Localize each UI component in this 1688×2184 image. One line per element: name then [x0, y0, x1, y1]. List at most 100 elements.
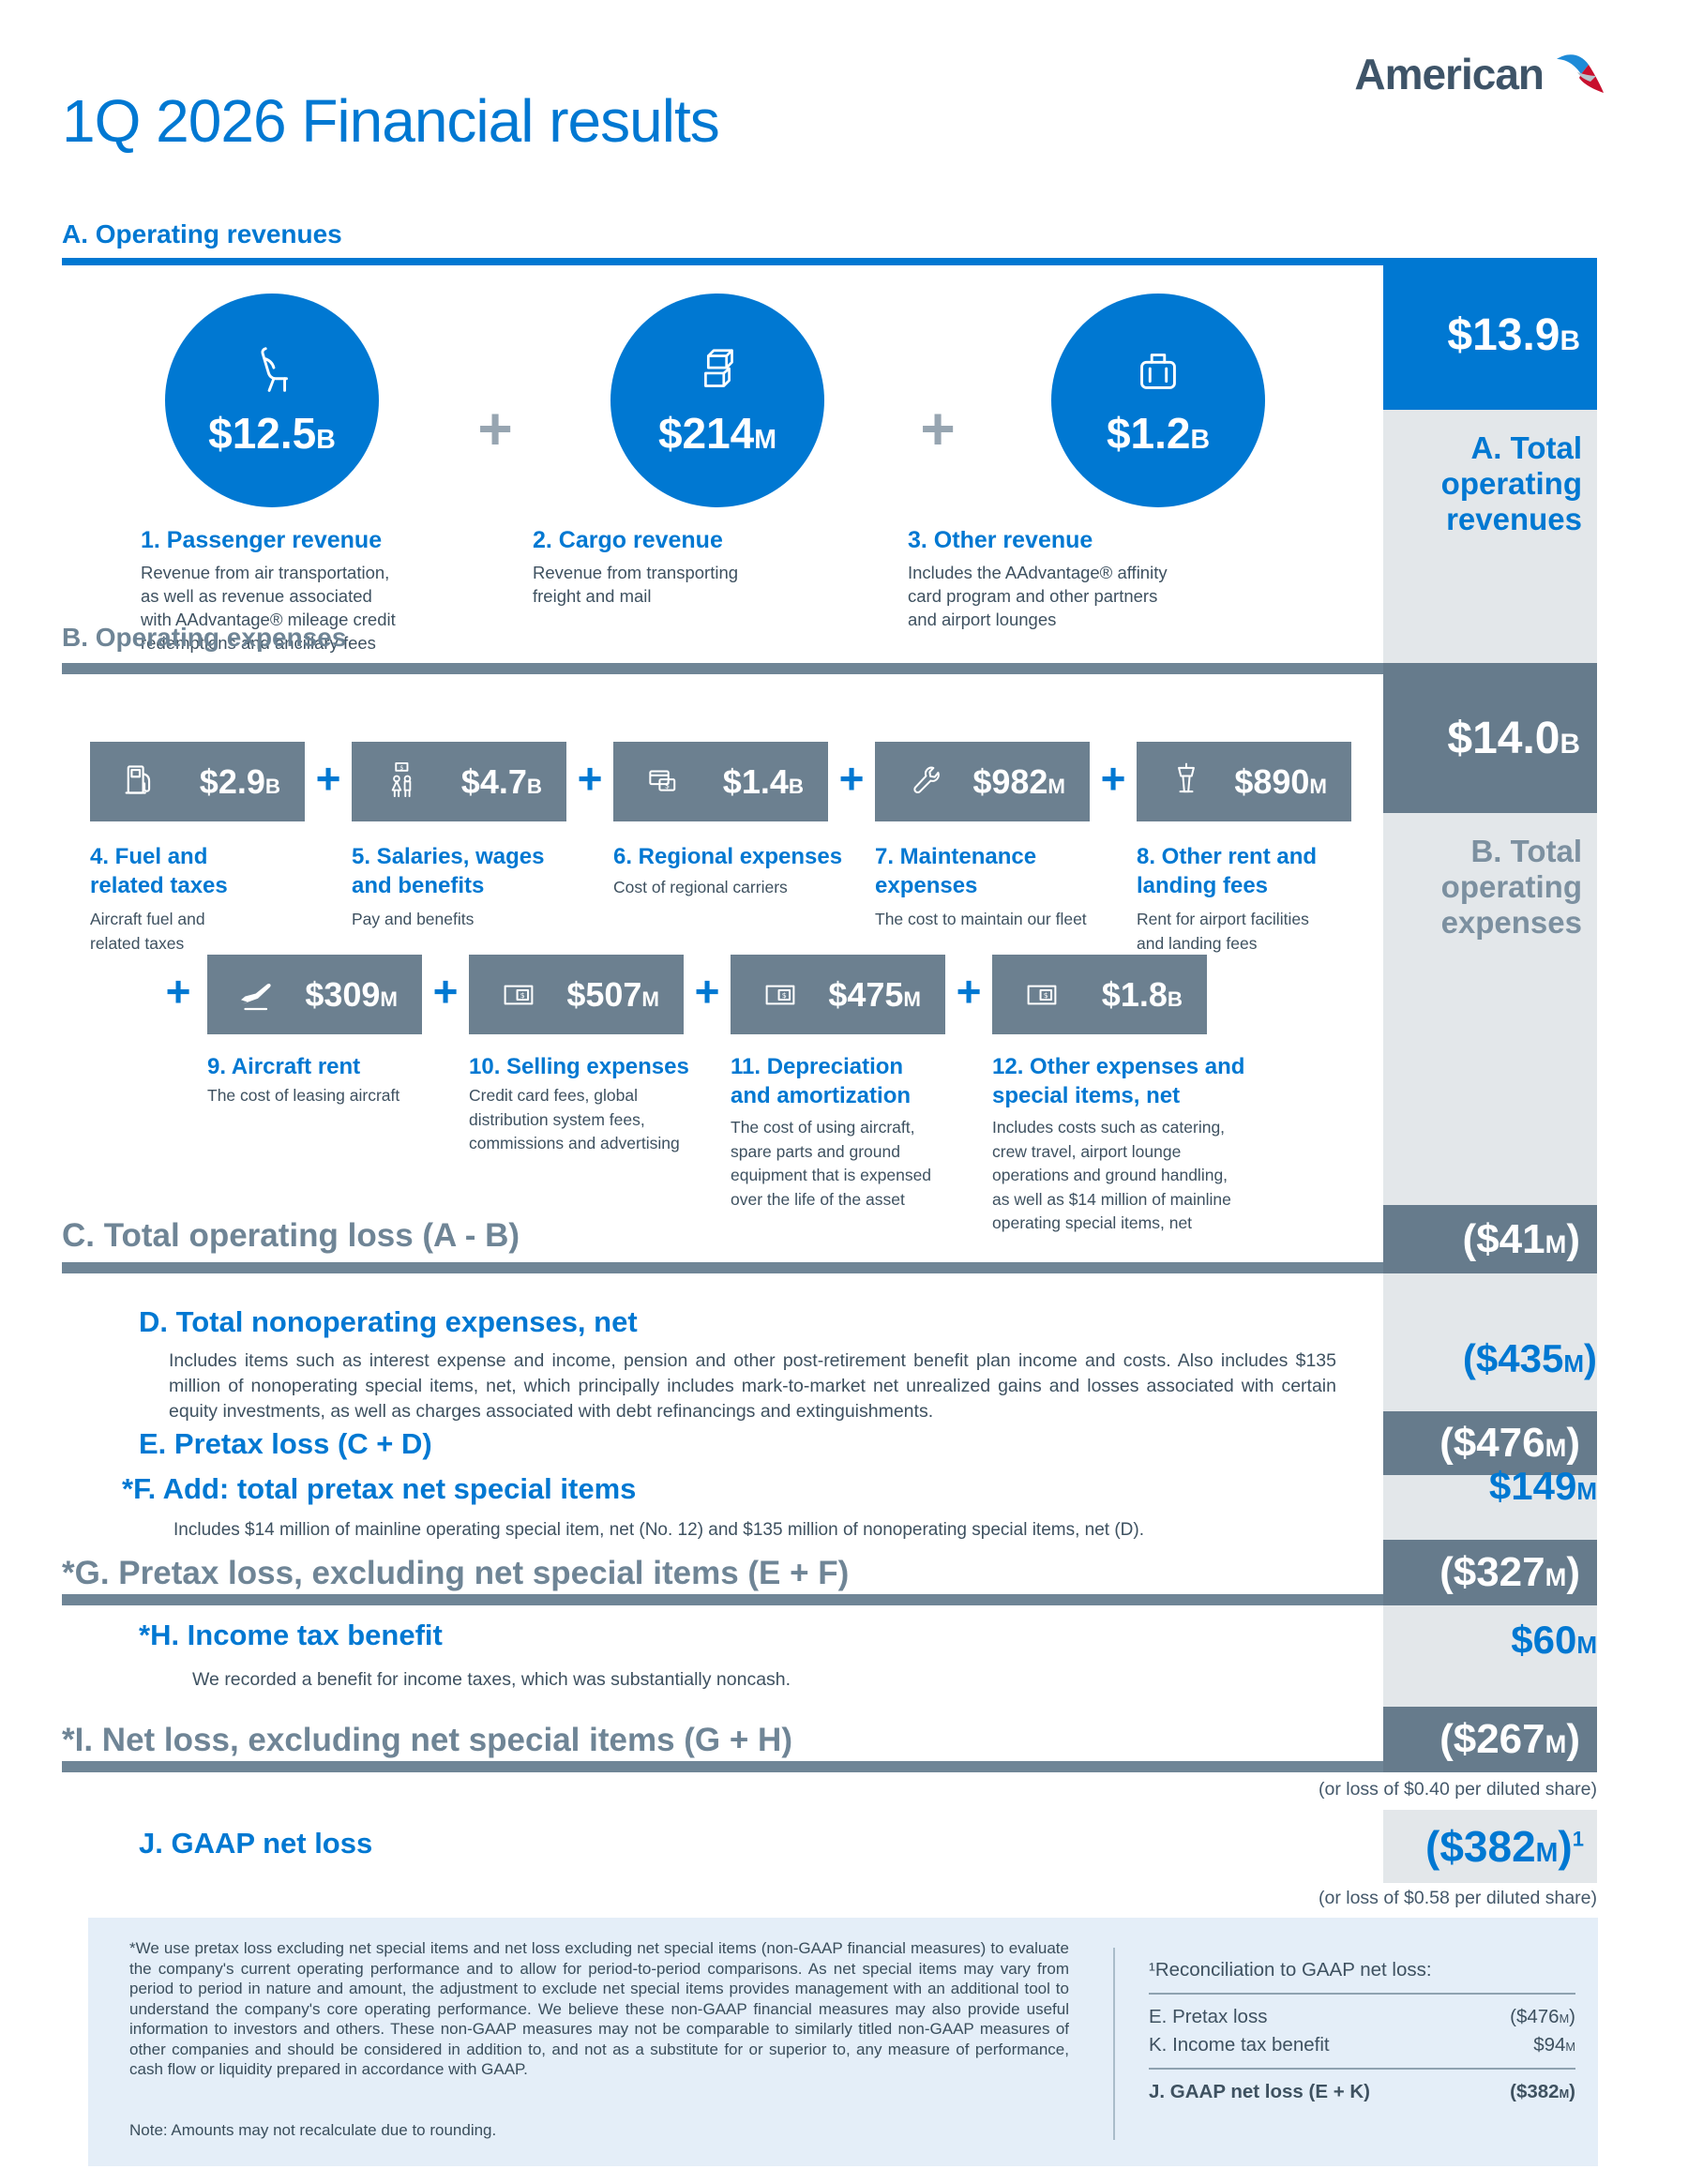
- total-expenses-value-box: $14.0B: [1383, 663, 1597, 813]
- dollar-bill-icon: $: [497, 973, 540, 1017]
- gray-strip-d: [1383, 1273, 1597, 1411]
- value-e: ($476M): [1439, 1420, 1580, 1466]
- plus-sign: +: [432, 967, 459, 1016]
- per-share-note-j: (or loss of $0.58 per diluted share): [1319, 1888, 1597, 1908]
- aircraft-rent-desc: The cost of leasing aircraft: [207, 1086, 400, 1105]
- rent-landing-expense-value: $890M: [1234, 761, 1327, 801]
- fuel-expense-value: $2.9B: [199, 761, 280, 801]
- svg-text:$: $: [520, 991, 525, 1000]
- reconciliation-rule-top: [1149, 1993, 1575, 1995]
- other-expenses-label: 12. Other expenses and special items, ne…: [992, 1054, 1245, 1108]
- rounding-note: Note: Amounts may not recalculate due to…: [129, 2121, 497, 2139]
- recon-gaap-label: J. GAAP net loss (E + K): [1149, 2081, 1371, 2102]
- total-revenues-label: A. Total operating revenues: [1440, 430, 1582, 536]
- row-i-rule: [62, 1761, 1383, 1772]
- value-f: $149M: [1488, 1464, 1597, 1508]
- fuel-pump-icon: [118, 761, 161, 804]
- aircraft-rent-label: 9. Aircraft rent: [207, 1054, 361, 1079]
- footnote-mark: 1: [1572, 1827, 1584, 1851]
- aircraft-rent-expense-box: $309M: [207, 955, 422, 1034]
- value-box-c: ($41M): [1383, 1205, 1597, 1273]
- selling-expenses-label: 10. Selling expenses: [469, 1054, 689, 1079]
- reconciliation-row-tax: K. Income tax benefit $94M: [1149, 2034, 1575, 2056]
- total-revenues-value: $13.9B: [1447, 310, 1580, 360]
- cargo-revenue-label: 2. Cargo revenue: [533, 527, 723, 553]
- rent-landing-expense-box: $890M: [1137, 742, 1351, 821]
- value-box-i: ($267M): [1383, 1707, 1597, 1772]
- total-revenues-label-box: A. Total operating revenues: [1383, 410, 1597, 663]
- reconciliation-rule-bottom: [1149, 2068, 1575, 2070]
- seat-icon: [243, 342, 301, 400]
- reconciliation-row-gaap: J. GAAP net loss (E + K) ($382M): [1149, 2081, 1575, 2103]
- plus-sign: +: [577, 754, 603, 803]
- rent-landing-expense-label: 8. Other rent and landing fees: [1137, 844, 1318, 898]
- footer-divider: [1113, 1948, 1115, 2140]
- logo-wordmark: American: [1354, 50, 1545, 98]
- reconciliation-row-pretax: E. Pretax loss ($476M): [1149, 2006, 1575, 2028]
- fuel-expense-box: $2.9B: [90, 742, 305, 821]
- section-b-rule: [62, 663, 1383, 674]
- recon-pretax-value: ($476M): [1510, 2006, 1575, 2027]
- value-c: ($41M): [1462, 1215, 1580, 1262]
- plus-sign: +: [694, 967, 720, 1016]
- depreciation-label: 11. Depreciation and amortization: [731, 1054, 912, 1108]
- depreciation-expense-box: $ $475M: [731, 955, 945, 1034]
- row-f-desc: Includes $14 million of mainline operati…: [173, 1520, 1144, 1540]
- depreciation-expense-value: $475M: [828, 974, 921, 1014]
- regional-expense-value: $1.4B: [722, 761, 804, 801]
- section-a-heading: A. Operating revenues: [62, 219, 342, 249]
- salaries-expense-desc: Pay and benefits: [352, 910, 475, 928]
- row-g-heading: *G. Pretax loss, excluding net special i…: [62, 1555, 850, 1591]
- airplane-icon: [235, 972, 280, 1017]
- plus-sign: +: [838, 754, 865, 803]
- row-d-desc: Includes items such as interest expense …: [169, 1350, 1336, 1422]
- section-b-heading: B. Operating expenses: [62, 623, 347, 652]
- row-g-rule: [62, 1594, 1383, 1605]
- cargo-revenue-value: $214M: [657, 409, 777, 458]
- recon-gaap-value: ($382M): [1510, 2081, 1575, 2102]
- value-box-e: ($476M): [1383, 1411, 1597, 1475]
- total-expenses-label: B. Total operating expenses: [1440, 834, 1582, 940]
- fuel-expense-desc: Aircraft fuel and related taxes: [90, 910, 205, 953]
- other-revenue-desc: Includes the AAdvantage® affinity card p…: [908, 563, 1168, 629]
- depreciation-desc: The cost of using aircraft, spare parts …: [731, 1118, 932, 1209]
- value-box-g: ($327M): [1383, 1540, 1597, 1605]
- per-share-note-i: (or loss of $0.40 per diluted share): [1319, 1779, 1597, 1800]
- airport-tower-icon: [1165, 761, 1208, 804]
- people-salary-icon: $: [380, 761, 423, 804]
- passenger-revenue-value: $12.5B: [208, 409, 336, 458]
- passenger-revenue-circle: $12.5B: [165, 294, 379, 507]
- section-a-rule: [62, 258, 1597, 265]
- salaries-expense-label: 5. Salaries, wages and benefits: [352, 844, 545, 898]
- row-c-rule: [62, 1262, 1383, 1273]
- row-d-heading: D. Total nonoperating expenses, net: [139, 1305, 638, 1338]
- reconciliation-heading: ¹Reconciliation to GAAP net loss:: [1149, 1959, 1432, 1981]
- plus-sign: +: [1100, 754, 1126, 803]
- non-gaap-footnote: *We use pretax loss excluding net specia…: [129, 1939, 1069, 2078]
- value-d: ($435M): [1462, 1336, 1597, 1380]
- other-expenses-box: $ $1.8B: [992, 955, 1207, 1034]
- maintenance-expense-desc: The cost to maintain our fleet: [875, 910, 1087, 928]
- dollar-bill-icon: $: [1020, 973, 1063, 1017]
- aircraft-rent-expense-value: $309M: [305, 974, 398, 1014]
- row-h-desc: We recorded a benefit for income taxes, …: [192, 1669, 791, 1690]
- svg-text:$: $: [1044, 991, 1048, 1000]
- cargo-boxes-icon: [688, 342, 746, 400]
- plus-sign: +: [315, 754, 341, 803]
- cargo-revenue-circle: $214M: [610, 294, 824, 507]
- selling-expense-value: $507M: [566, 974, 659, 1014]
- other-revenue-value: $1.2B: [1106, 409, 1211, 458]
- salaries-expense-value: $4.7B: [460, 761, 542, 801]
- other-revenue-label: 3. Other revenue: [908, 527, 1093, 553]
- regional-expense-desc: Cost of regional carriers: [613, 878, 788, 896]
- row-c-heading: C. Total operating loss (A - B): [62, 1217, 520, 1254]
- cargo-revenue-desc: Revenue from transporting freight and ma…: [533, 563, 739, 606]
- aa-flight-symbol-icon: [1553, 50, 1615, 98]
- row-i-heading: *I. Net loss, excluding net special item…: [62, 1722, 792, 1758]
- value-j: ($382M)1: [1425, 1822, 1584, 1871]
- american-airlines-logo: American: [1354, 49, 1615, 99]
- plus-sign: +: [956, 967, 982, 1016]
- plus-sign: +: [165, 967, 191, 1016]
- row-j-heading: J. GAAP net loss: [139, 1827, 373, 1860]
